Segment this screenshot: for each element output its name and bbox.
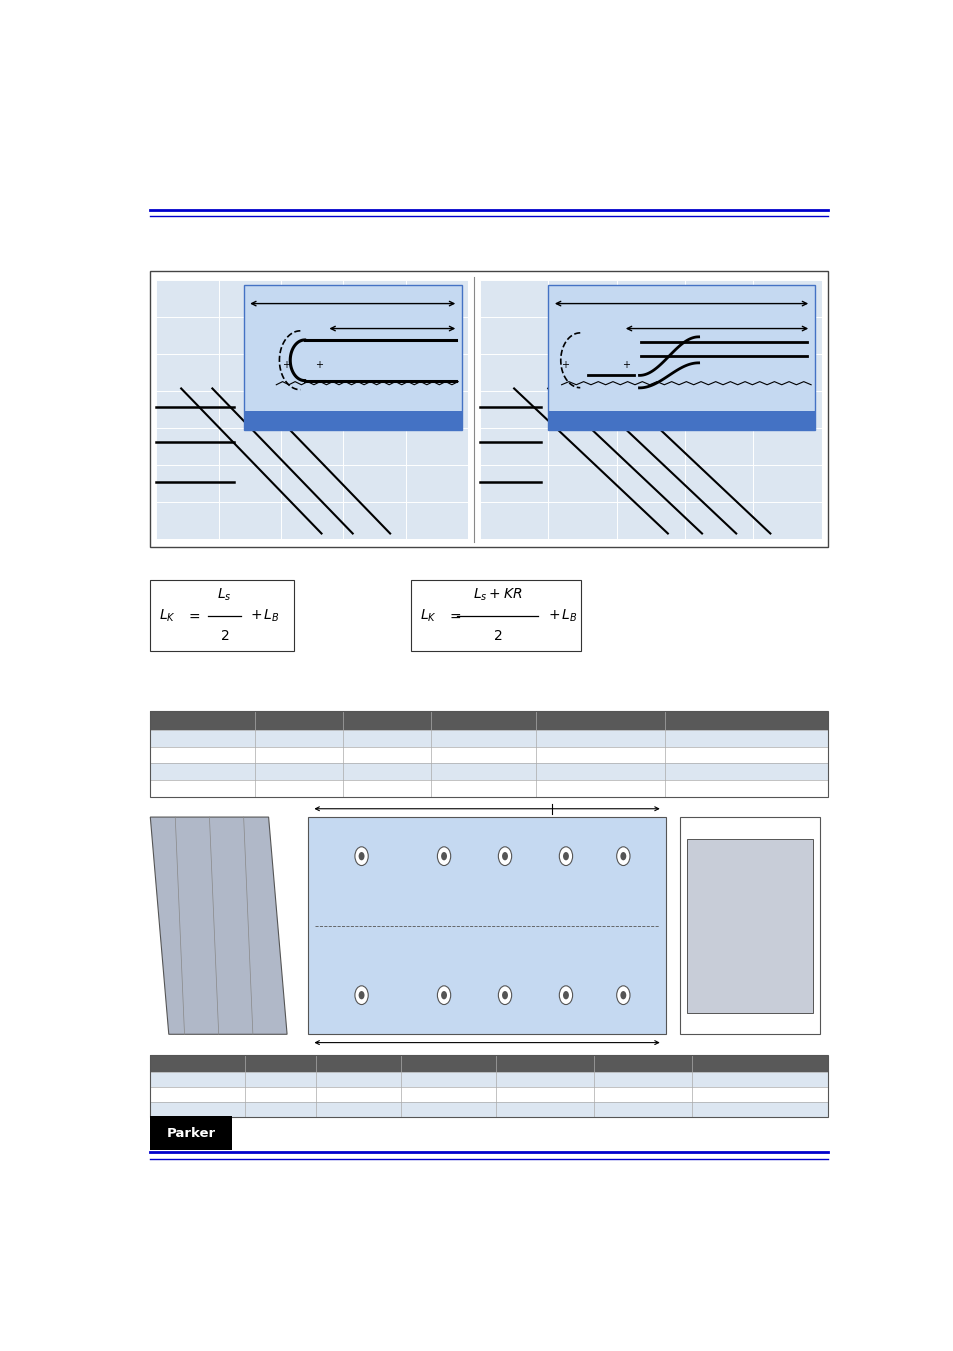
Circle shape <box>497 986 511 1005</box>
Text: $L_s + KR$: $L_s + KR$ <box>473 586 522 603</box>
Circle shape <box>440 992 447 1000</box>
Circle shape <box>440 852 447 861</box>
Text: $+\,L_B$: $+\,L_B$ <box>547 608 578 624</box>
Circle shape <box>562 852 568 861</box>
Circle shape <box>616 847 629 866</box>
Circle shape <box>616 986 629 1005</box>
Circle shape <box>619 992 625 1000</box>
Circle shape <box>501 852 507 861</box>
Circle shape <box>501 992 507 1000</box>
Circle shape <box>358 992 364 1000</box>
Bar <box>479 280 821 539</box>
Bar <box>243 411 461 430</box>
Bar <box>151 730 826 747</box>
Bar <box>548 411 814 430</box>
Polygon shape <box>151 817 287 1035</box>
Circle shape <box>619 852 625 861</box>
Text: $2$: $2$ <box>219 630 229 643</box>
Text: $L_s$: $L_s$ <box>216 586 232 603</box>
Text: $=$: $=$ <box>446 609 461 623</box>
Text: +: + <box>281 361 290 370</box>
Bar <box>151 1116 232 1151</box>
Bar <box>151 780 826 797</box>
Text: +: + <box>315 361 323 370</box>
Bar <box>151 1055 826 1073</box>
Bar <box>411 581 580 651</box>
Bar <box>548 285 814 430</box>
Circle shape <box>562 992 568 1000</box>
Text: $L_K$: $L_K$ <box>159 608 175 624</box>
Text: $+\,L_B$: $+\,L_B$ <box>250 608 279 624</box>
Bar <box>151 1088 826 1102</box>
Text: Parker: Parker <box>166 1127 215 1140</box>
Bar <box>308 817 665 1035</box>
Bar <box>151 1055 826 1117</box>
Circle shape <box>436 986 450 1005</box>
Polygon shape <box>686 839 812 1012</box>
Text: +: + <box>561 361 569 370</box>
Bar <box>151 581 294 651</box>
Bar <box>151 747 826 763</box>
Bar <box>243 285 461 430</box>
Text: +: + <box>621 361 630 370</box>
Circle shape <box>558 986 572 1005</box>
Bar <box>679 817 820 1035</box>
Bar <box>156 280 468 539</box>
Circle shape <box>355 986 368 1005</box>
Text: $2$: $2$ <box>493 630 502 643</box>
Text: $L_K$: $L_K$ <box>419 608 436 624</box>
Bar <box>151 1102 826 1117</box>
Bar <box>151 272 826 547</box>
Bar <box>151 712 826 797</box>
Circle shape <box>558 847 572 866</box>
Bar <box>151 712 826 730</box>
Circle shape <box>358 852 364 861</box>
Circle shape <box>355 847 368 866</box>
Circle shape <box>497 847 511 866</box>
Bar <box>151 763 826 780</box>
Text: $=$: $=$ <box>186 609 200 623</box>
Bar <box>151 1073 826 1088</box>
Circle shape <box>436 847 450 866</box>
